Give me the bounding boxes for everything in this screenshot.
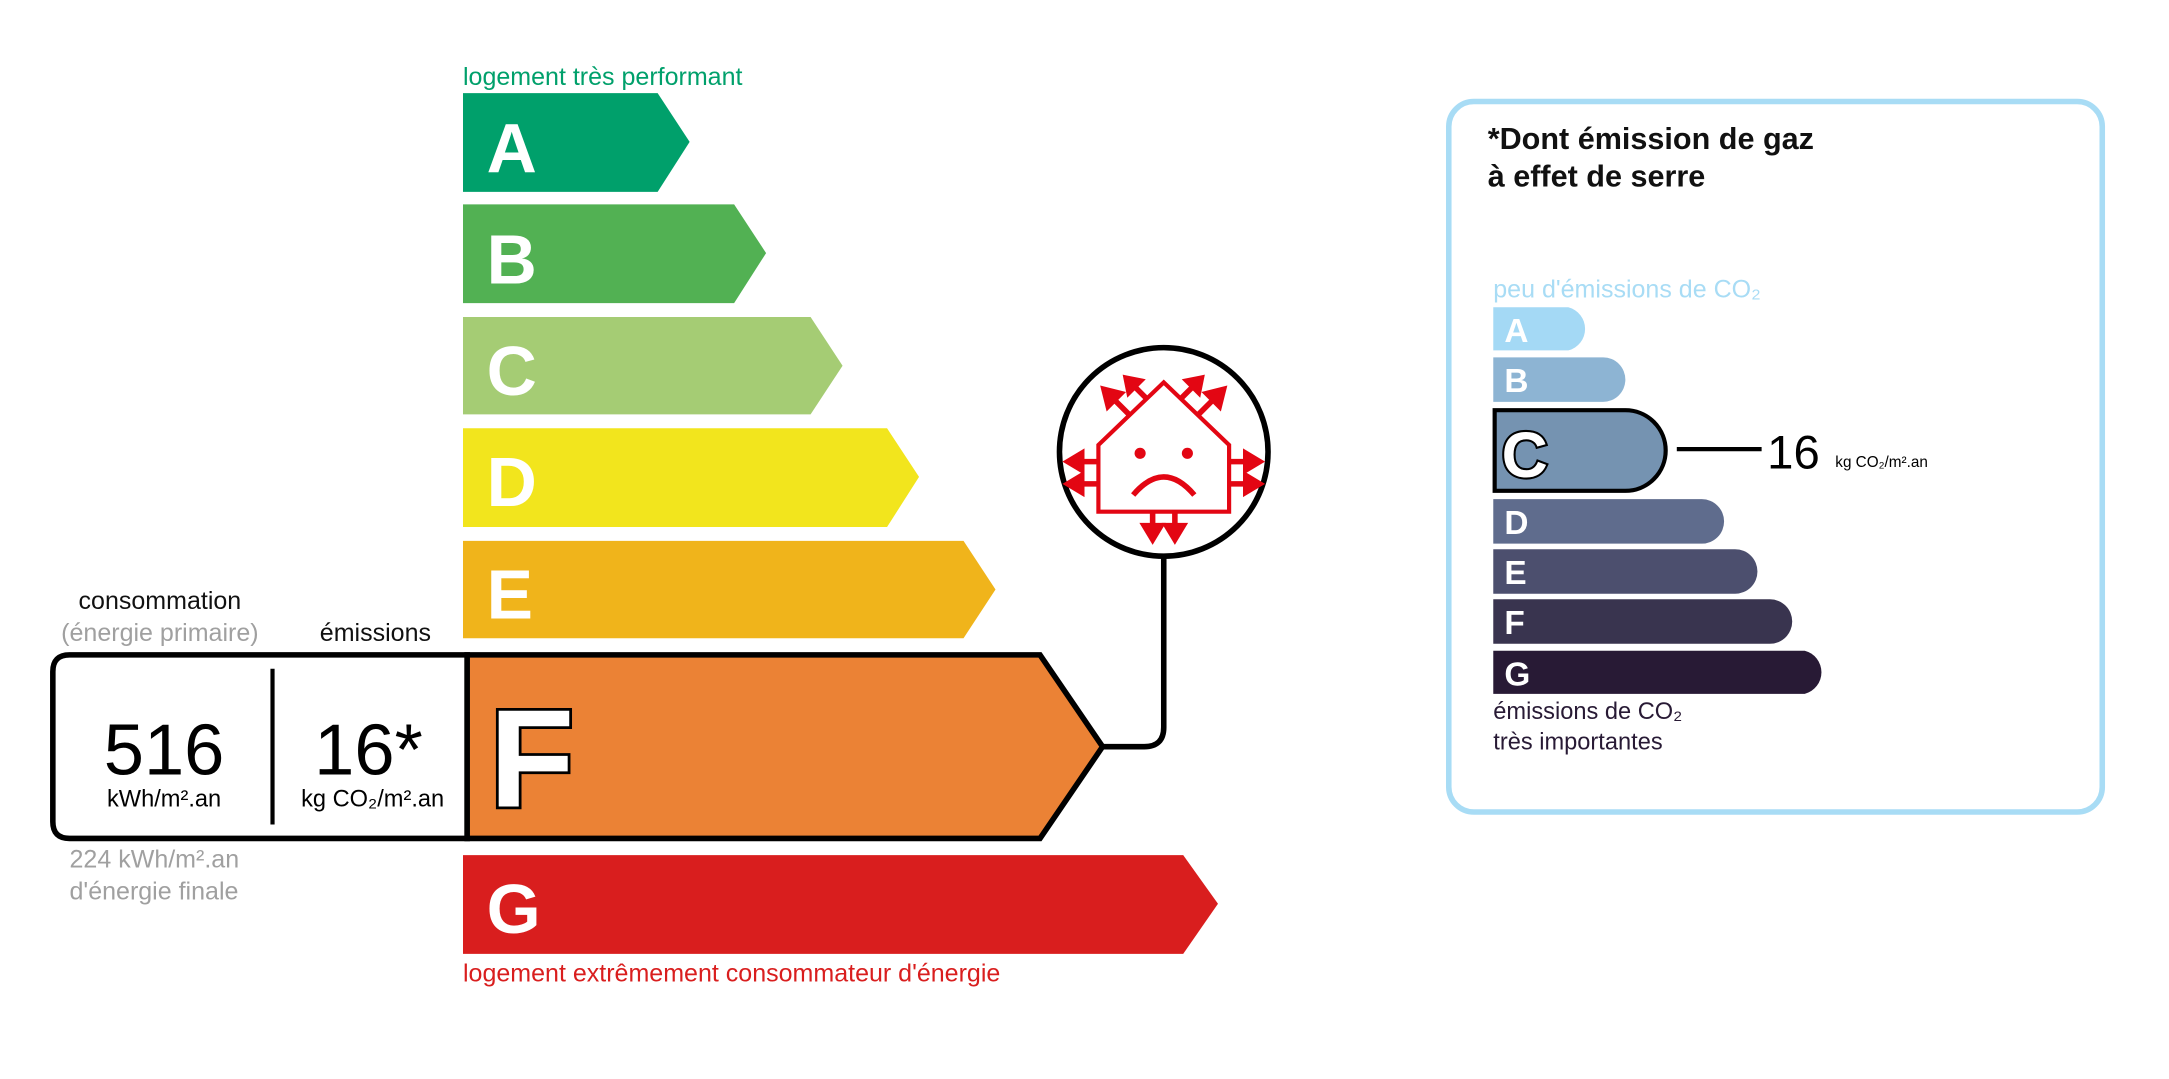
ges-title-line1: *Dont émission de gaz [1488, 122, 1814, 156]
ges-bar-letter: G [1504, 656, 1530, 693]
energy-bar-d: D [462, 428, 920, 527]
energy-bar-e: E [462, 540, 996, 639]
sad-house-heat-loss-icon [1056, 344, 1271, 559]
emissions-unit: kg CO₂/m².an [301, 786, 444, 812]
energy-bar-letter: D [487, 443, 537, 521]
energy-bar-f-current: F [464, 652, 1106, 842]
ges-bar-letter: C [1502, 419, 1548, 491]
ges-bar-c-current: C [1492, 408, 1668, 493]
energy-bar-letter: E [487, 556, 533, 634]
ges-bar-f: F [1493, 599, 1793, 644]
final-energy-label: d'énergie finale [70, 878, 239, 906]
energy-bar-letter: B [487, 221, 537, 299]
consumption-heading: consommation [79, 587, 242, 615]
ges-bar-letter: B [1504, 363, 1528, 400]
ges-bar-g: G [1493, 650, 1822, 694]
ges-bar-letter: A [1504, 313, 1528, 350]
consumption-value: 516 [104, 710, 225, 790]
ges-unit: kg CO₂/m².an [1835, 454, 1928, 471]
ges-bottom-label-line2: très importantes [1493, 729, 1662, 755]
ges-bar-letter: D [1504, 505, 1528, 542]
emissions-value: 16* [314, 710, 423, 790]
energy-bar-g: G [462, 855, 1218, 954]
ges-bar-a: A [1493, 307, 1586, 351]
energy-bar-a: A [462, 93, 690, 192]
energy-bar-letter: A [487, 109, 537, 187]
ges-bar-b: B [1493, 357, 1626, 402]
energy-bottom-label: logement extrêmement consommateur d'éner… [463, 960, 1000, 988]
ges-bar-letter: F [1504, 605, 1524, 642]
ges-title-line2: à effet de serre [1488, 159, 1706, 193]
energy-bar-letter: C [487, 332, 537, 410]
ges-panel: *Dont émission de gaz à effet de serre p… [1446, 98, 2106, 815]
ges-value: 16 [1767, 427, 1820, 480]
energy-bar-letter: G [487, 870, 541, 948]
ges-top-label: peu d'émissions de CO₂ [1493, 276, 1761, 304]
consumption-unit: kWh/m².an [107, 786, 221, 812]
ges-bottom-label-line1: émissions de CO₂ [1493, 699, 1682, 725]
energy-bar-b: B [462, 204, 767, 304]
consumption-subheading: (énergie primaire) [61, 619, 258, 647]
icon-connector [1102, 556, 1167, 750]
energy-bar-c: C [462, 317, 843, 415]
ges-bar-e: E [1493, 549, 1758, 594]
energy-bar-letter: F [489, 681, 574, 836]
final-energy-value: 224 kWh/m².an [70, 846, 240, 874]
ges-bar-letter: E [1504, 555, 1526, 592]
ges-bar-d: D [1493, 499, 1725, 544]
energy-top-label: logement très performant [463, 63, 743, 91]
current-values-box: consommation (énergie primaire) émission… [50, 587, 470, 842]
emissions-heading: émissions [320, 619, 431, 647]
